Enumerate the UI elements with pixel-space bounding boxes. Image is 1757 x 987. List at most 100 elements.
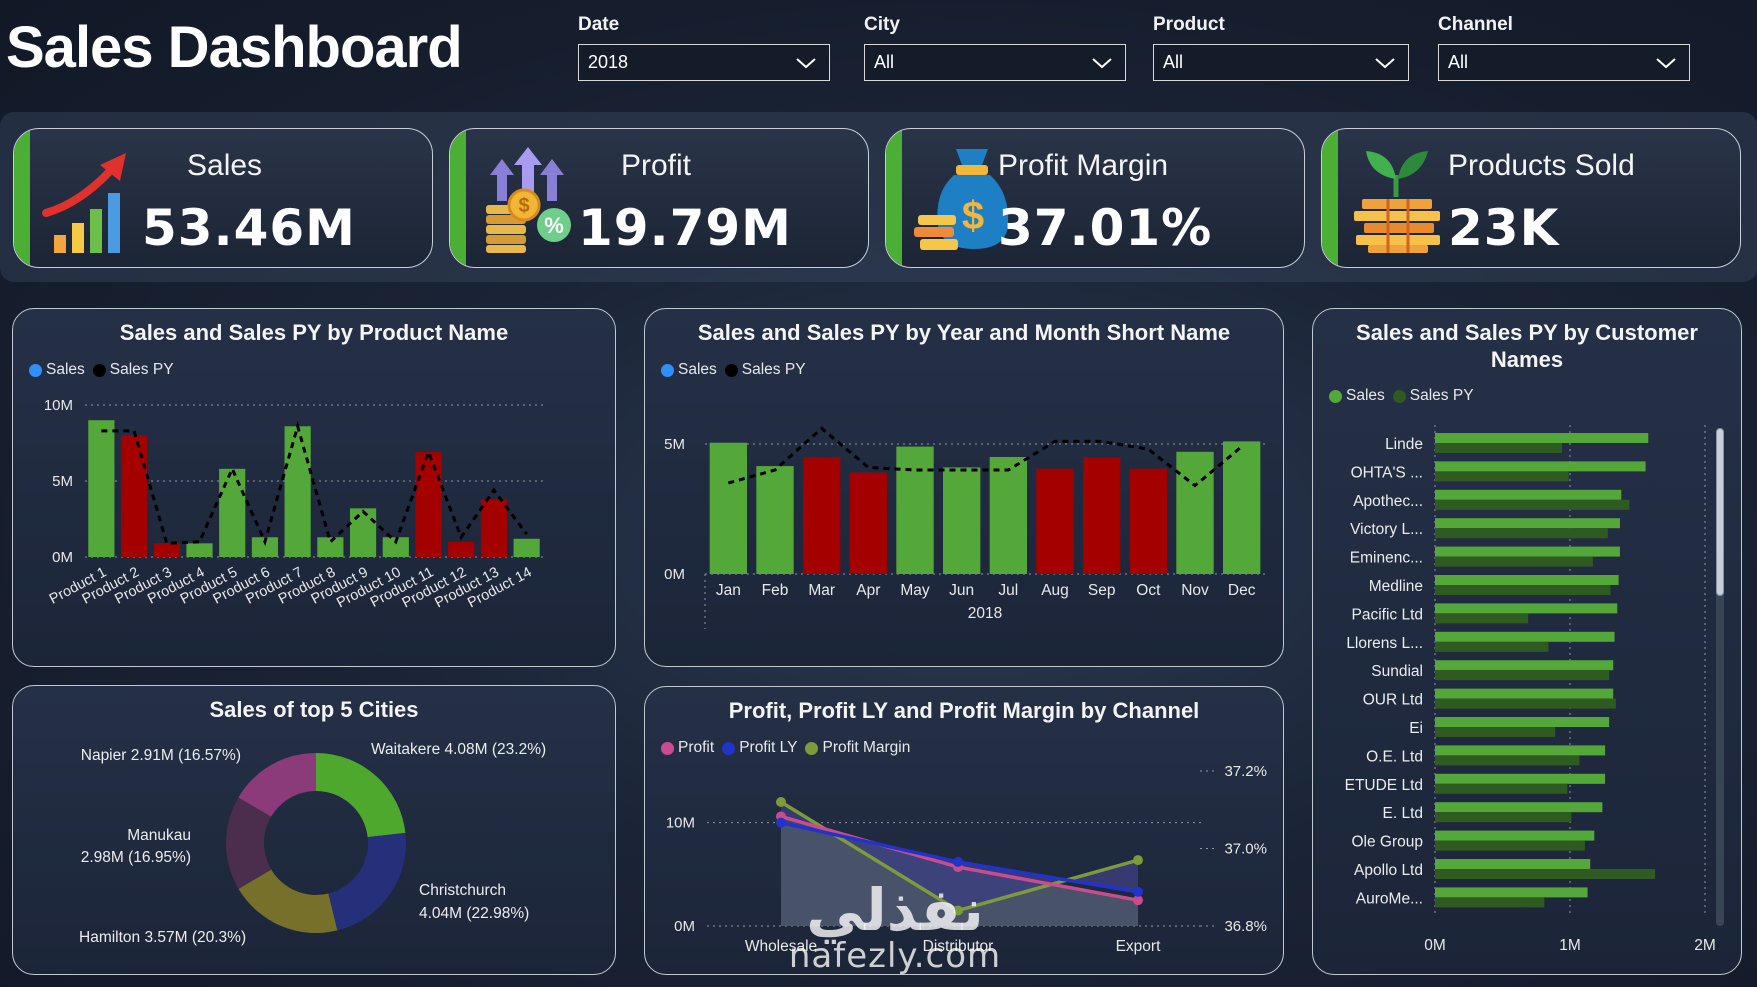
chart-legend: Sales Sales PY <box>29 361 174 379</box>
x-tick-label: May <box>900 582 930 599</box>
bar-sales <box>88 420 115 557</box>
bar-sales <box>1435 773 1606 784</box>
legend-label: Sales <box>46 361 85 378</box>
bar-sales-py <box>1435 499 1630 510</box>
kpi-label: Profit Margin <box>998 149 1169 182</box>
city-filter: City All <box>864 14 1126 81</box>
x-tick-label: Jun <box>949 582 974 599</box>
legend-item-sales-py[interactable]: Sales PY <box>724 361 806 379</box>
channel-line-chart: 0M 10M 36.8% 37.0% 37.2% Wholesale Distributor… <box>666 763 1267 955</box>
y2-tick-label: 37.2% <box>1224 763 1267 780</box>
svg-text:%: % <box>544 213 564 238</box>
legend-item-sales[interactable]: Sales <box>661 361 717 379</box>
bar-sales <box>943 467 981 574</box>
kpi-card-sales: Sales 53.46M <box>13 128 433 268</box>
series-point-profit <box>1133 895 1143 906</box>
bar-sales <box>1176 451 1214 574</box>
x-axis-group-label: 2018 <box>968 605 1002 622</box>
legend-item-sales-py[interactable]: Sales PY <box>1392 387 1474 405</box>
legend-dot <box>29 363 42 377</box>
y-tick-label: AuroMe... <box>1356 890 1423 907</box>
legend-dot <box>92 363 106 377</box>
x-tick-label: Jan <box>716 582 741 599</box>
city-dropdown[interactable]: All <box>864 44 1126 81</box>
kpi-value: 19.79M <box>578 199 792 257</box>
donut-slice-napier <box>238 753 316 817</box>
bar-sales <box>1083 457 1121 574</box>
x-tick-label: Apr <box>856 582 880 599</box>
y-tick-label: 5M <box>664 436 685 453</box>
legend-item-sales-py[interactable]: Sales PY <box>92 361 174 379</box>
bar-sales <box>219 468 246 557</box>
channel-filter: Channel All <box>1438 14 1690 81</box>
date-dropdown[interactable]: 2018 <box>578 44 830 81</box>
kpi-value: 53.46M <box>142 199 356 257</box>
legend-dot <box>805 741 819 755</box>
donut-slice-manukau <box>225 797 272 889</box>
slice-label: Christchurch <box>419 882 506 899</box>
bar-sales-py <box>1435 471 1569 482</box>
legend-label: Sales <box>678 361 717 378</box>
bar-sales <box>513 538 540 557</box>
date-dropdown-value: 2018 <box>588 52 629 72</box>
x-tick-label: 0M <box>1424 937 1446 954</box>
bar-sales-py <box>1435 641 1549 652</box>
legend-label: Sales PY <box>109 361 174 378</box>
y-tick-label: Llorens L... <box>1346 635 1423 652</box>
y-tick-label: Linde <box>1385 436 1423 453</box>
bar-sales <box>448 541 475 557</box>
bar-sales <box>1435 802 1603 813</box>
bar-sales <box>989 457 1027 574</box>
kpi-label: Profit <box>621 149 692 182</box>
series-point-profit-margin <box>776 797 786 807</box>
top-cities-panel: Sales of top 5 Cities Waitakere 4.08M (2… <box>12 685 616 975</box>
panel-title: Sales and Sales PY by Product Name <box>119 320 509 345</box>
bar-sales <box>120 435 148 557</box>
bar-sales-py <box>1435 755 1580 766</box>
legend-dot <box>661 363 674 377</box>
legend-item-sales[interactable]: Sales <box>1329 387 1385 405</box>
legend-item-profit-ly[interactable]: Profit LY <box>722 739 797 757</box>
legend-dot <box>1329 389 1342 403</box>
legend-item-profit[interactable]: Profit <box>661 739 714 757</box>
bar-sales <box>1435 575 1619 585</box>
x-tick-label: Feb <box>762 582 789 599</box>
x-tick-label: Aug <box>1041 582 1069 599</box>
y-tick-label: Eminenc... <box>1350 550 1423 567</box>
bar-sales <box>1435 489 1622 500</box>
bar-sales <box>849 472 887 574</box>
bar-sales <box>896 446 934 574</box>
channel-filter-label: Channel <box>1438 14 1513 35</box>
panel-title: Sales and Sales PY by Customer Names <box>1356 320 1698 372</box>
series-line-sales-py <box>727 426 1243 488</box>
date-filter-label: Date <box>578 14 620 35</box>
y-tick-label: Ole Group <box>1351 834 1423 851</box>
bar-sales <box>480 499 508 557</box>
customer-bar-chart: 0M 1M 2M Linde OHTA'S ... Apothec... Victory L… <box>1345 425 1716 954</box>
y2-tick-label: 36.8% <box>1224 918 1267 935</box>
legend-item-profit-margin[interactable]: Profit Margin <box>805 739 910 757</box>
y-tick-label: Apothec... <box>1353 493 1423 510</box>
bar-sales-py <box>1435 443 1562 453</box>
channel-dropdown-value: All <box>1448 52 1469 72</box>
bar-sales-py <box>1435 812 1572 823</box>
customer-sales-panel: Sales and Sales PY by Customer Names Sal… <box>1312 308 1742 975</box>
legend-label: Profit <box>678 739 715 756</box>
customer-list-scrollbar[interactable] <box>1716 428 1724 926</box>
y-tick-label: Medline <box>1369 578 1423 595</box>
bar-sales <box>1036 468 1074 574</box>
bar-sales <box>1435 688 1614 699</box>
kpi-card-products-sold: Products Sold 23K <box>1321 128 1741 268</box>
scrollbar-thumb[interactable] <box>1716 428 1724 596</box>
kpi-value: 23K <box>1448 199 1560 257</box>
bar-sales-py <box>1435 670 1610 681</box>
product-dropdown[interactable]: All <box>1153 44 1409 81</box>
series-point-profit-margin <box>1133 855 1143 866</box>
chevron-down-icon <box>1092 57 1112 68</box>
bar-sales <box>1435 546 1620 557</box>
legend-item-sales[interactable]: Sales <box>29 361 85 379</box>
bar-sales-py <box>1435 869 1656 879</box>
channel-dropdown[interactable]: All <box>1438 44 1690 81</box>
bar-sales <box>1435 717 1610 727</box>
product-sales-panel: Sales and Sales PY by Product Name Sales… <box>12 308 616 667</box>
